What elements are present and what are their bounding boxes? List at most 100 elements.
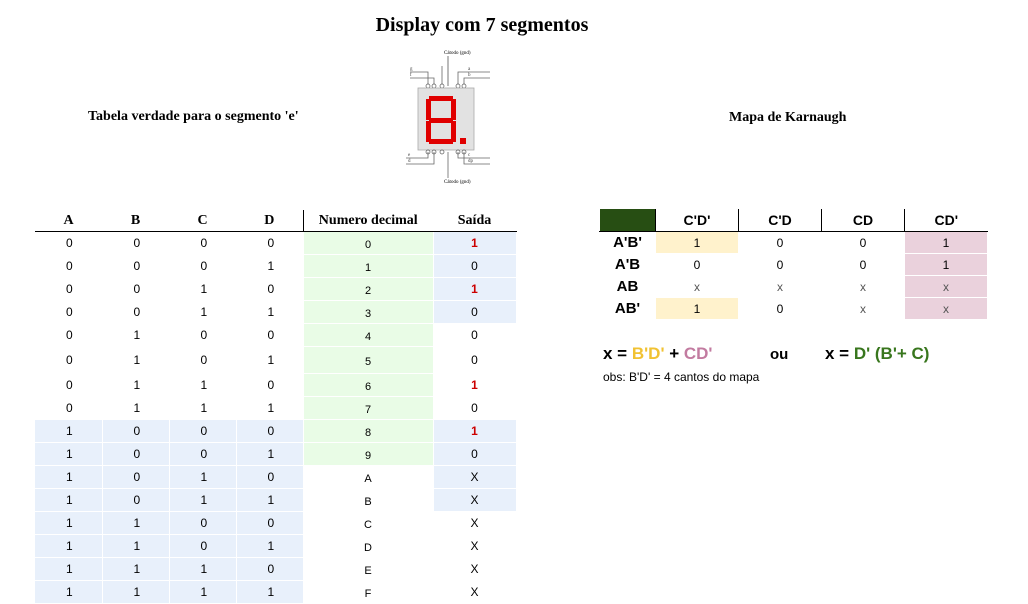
input-c-cell: 0 — [169, 323, 237, 347]
segment-digit — [426, 96, 466, 144]
header-b: B — [102, 210, 169, 232]
input-c-cell: 1 — [169, 580, 237, 604]
input-b-cell: 1 — [102, 323, 170, 347]
karnaugh-map: C'D' C'D CD CD' A'B' 1 0 0 1 A'B 0 0 0 1 AB x x x x AB'… — [599, 209, 988, 320]
kmap-cell: x — [821, 275, 905, 298]
kmap-cell: 0 — [738, 297, 822, 320]
output-cell: X — [433, 488, 517, 512]
input-b-cell: 0 — [102, 254, 170, 278]
kmap-row: AB x x x x — [599, 275, 988, 298]
kmap-cell: 1 — [655, 297, 739, 320]
pin-label-dp: dp — [468, 159, 474, 164]
output-cell: 0 — [433, 300, 517, 324]
kmap-col-header: CD — [821, 209, 905, 232]
input-a-cell: 0 — [35, 373, 103, 397]
pin-label-e: e — [408, 153, 411, 158]
input-b-cell: 0 — [102, 231, 170, 255]
truth-table-header: A B C D Numero decimal Saída — [35, 210, 516, 232]
expr-or-label: ou — [770, 346, 789, 363]
pin-label-g: g — [410, 67, 413, 72]
decimal-cell: D — [303, 534, 434, 558]
expr-lhs: x = — [603, 344, 632, 363]
expr-term-c-d: CD' — [683, 344, 713, 363]
kmap-col-header: C'D — [738, 209, 822, 232]
input-d-cell: 0 — [236, 231, 304, 255]
kmap-cell: x — [904, 297, 988, 320]
karnaugh-header: C'D' C'D CD CD' — [599, 209, 988, 232]
page-title: Display com 7 segmentos — [375, 14, 589, 36]
header-d: D — [236, 210, 303, 232]
decimal-cell: F — [303, 580, 434, 604]
input-d-cell: 1 — [236, 534, 304, 558]
decimal-cell: 1 — [303, 254, 434, 278]
input-d-cell: 0 — [236, 419, 304, 443]
input-d-cell: 0 — [236, 511, 304, 535]
pin-label-f: f — [410, 73, 412, 78]
input-b-cell: 1 — [102, 580, 170, 604]
boolean-expression: x = B'D' + CD' — [603, 344, 712, 364]
decimal-cell: 5 — [303, 346, 434, 374]
input-d-cell: 1 — [236, 300, 304, 324]
kmap-cell: x — [655, 275, 739, 298]
input-d-cell: 1 — [236, 580, 304, 604]
kmap-row: A'B 0 0 0 1 — [599, 253, 988, 276]
kmap-cell: x — [738, 275, 822, 298]
common-cathode-top-label: Cátodo (gnd) — [444, 51, 471, 56]
decimal-cell: B — [303, 488, 434, 512]
kmap-row: AB' 1 0 x x — [599, 297, 988, 320]
input-c-cell: 1 — [169, 465, 237, 489]
karnaugh-map-label: Mapa de Karnaugh — [729, 110, 847, 125]
output-cell: X — [433, 534, 517, 558]
kmap-cell: 1 — [904, 231, 988, 254]
input-d-cell: 1 — [236, 346, 304, 374]
decimal-cell: E — [303, 557, 434, 581]
decimal-cell: A — [303, 465, 434, 489]
pin-label-c: c — [468, 153, 471, 158]
input-b-cell: 1 — [102, 511, 170, 535]
decimal-cell: 2 — [303, 277, 434, 301]
input-c-cell: 1 — [169, 488, 237, 512]
pin-label-a: a — [468, 67, 471, 72]
input-a-cell: 1 — [35, 511, 103, 535]
expr-alt-lhs: x = — [825, 344, 854, 363]
input-b-cell: 0 — [102, 277, 170, 301]
input-a-cell: 1 — [35, 534, 103, 558]
output-cell: X — [433, 557, 517, 581]
seven-segment-diagram: Cátodo (gnd) g f a b — [406, 51, 490, 185]
input-b-cell: 1 — [102, 373, 170, 397]
input-d-cell: 0 — [236, 557, 304, 581]
input-b-cell: 0 — [102, 488, 170, 512]
input-d-cell: 0 — [236, 323, 304, 347]
input-a-cell: 0 — [35, 231, 103, 255]
observation-note: obs: B'D' = 4 cantos do mapa — [603, 370, 760, 384]
input-a-cell: 0 — [35, 300, 103, 324]
kmap-row-header: A'B — [599, 253, 656, 276]
output-cell: 1 — [433, 231, 517, 255]
input-a-cell: 0 — [35, 277, 103, 301]
kmap-cell: 0 — [738, 253, 822, 276]
output-cell: 0 — [433, 323, 517, 347]
header-numero-decimal: Numero decimal — [302, 210, 433, 232]
pin-label-d: d — [408, 159, 411, 164]
input-a-cell: 0 — [35, 396, 103, 420]
input-c-cell: 0 — [169, 346, 237, 374]
decimal-cell: 6 — [303, 373, 434, 397]
input-b-cell: 0 — [102, 300, 170, 324]
kmap-row: A'B' 1 0 0 1 — [599, 231, 988, 254]
input-c-cell: 0 — [169, 231, 237, 255]
input-a-cell: 1 — [35, 442, 103, 466]
decimal-cell: C — [303, 511, 434, 535]
input-c-cell: 1 — [169, 300, 237, 324]
input-b-cell: 0 — [102, 465, 170, 489]
